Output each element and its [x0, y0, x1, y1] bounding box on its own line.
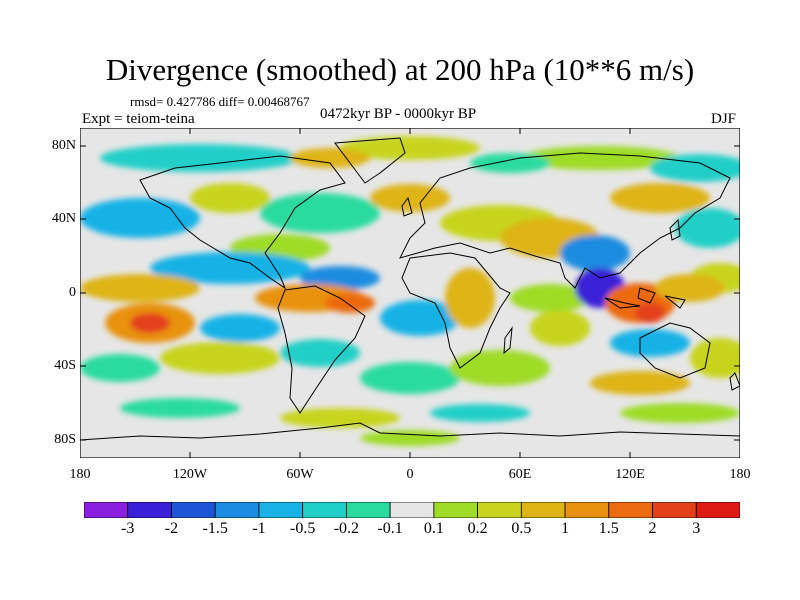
lat-tick-label: 80S — [54, 432, 76, 447]
colorbar-label: -0.5 — [289, 520, 316, 537]
plot-title: Divergence (smoothed) at 200 hPa (10**6 … — [105, 52, 695, 87]
colorbar-swatch — [433, 502, 478, 518]
colorbar-swatch — [345, 502, 391, 518]
colorbar-swatch — [608, 502, 653, 518]
colorbar-label: -3 — [121, 520, 135, 537]
lon-tick-label: 180 — [729, 467, 751, 482]
colorbar-swatch — [652, 502, 697, 518]
colorbar-swatch — [520, 502, 566, 518]
lat-tick-label: 40N — [51, 211, 76, 226]
colorbar-swatch — [258, 502, 304, 518]
colorbar-label: -1 — [252, 520, 266, 537]
lon-tick-label: 120E — [615, 467, 645, 482]
lat-tick-label: 40S — [54, 358, 76, 373]
colorbar-swatch — [127, 502, 172, 518]
colorbar-label: -1.5 — [202, 520, 228, 537]
lat-tick-label: 80N — [51, 138, 76, 153]
colorbar-label: -0.1 — [377, 520, 403, 537]
lat-tick-label: 0 — [69, 285, 76, 300]
colorbar — [84, 502, 740, 518]
colorbar-label: 0.1 — [423, 520, 444, 537]
colorbar-label: 0.2 — [467, 520, 488, 537]
divergence-map — [80, 128, 740, 458]
map-ticks — [80, 128, 740, 458]
colorbar-label: 1.5 — [598, 520, 619, 537]
lon-tick-label: 120W — [172, 467, 208, 482]
lon-tick-label: 180 — [69, 467, 91, 482]
stats-label: rmsd= 0.427786 diff= 0.00468767 — [130, 94, 310, 109]
season-label: DJF — [711, 111, 737, 127]
colorbar-swatch — [389, 502, 435, 518]
period-label: 0472kyr BP - 0000kyr BP — [320, 106, 477, 122]
coastlines — [80, 137, 740, 441]
colorbar-label: 2 — [648, 520, 657, 537]
colorbar-swatch — [695, 502, 740, 518]
experiment-label: Expt = teiom-teina — [82, 111, 195, 127]
colorbar-swatch — [477, 502, 522, 518]
colorbar-swatch — [302, 502, 347, 518]
colorbar-swatch — [84, 502, 129, 518]
colorbar-label: -0.2 — [333, 520, 360, 537]
colorbar-label: 3 — [692, 520, 701, 537]
colorbar-label: -2 — [164, 520, 179, 537]
colorbar-swatch — [171, 502, 216, 518]
colorbar-label: 1 — [561, 520, 570, 537]
lon-tick-label: 60W — [286, 467, 314, 482]
colorbar-swatch — [564, 502, 610, 518]
lon-tick-label: 0 — [406, 467, 414, 482]
colorbar-label: 0.5 — [511, 520, 532, 537]
lon-tick-label: 60E — [508, 467, 532, 482]
colorbar-swatch — [214, 502, 260, 518]
